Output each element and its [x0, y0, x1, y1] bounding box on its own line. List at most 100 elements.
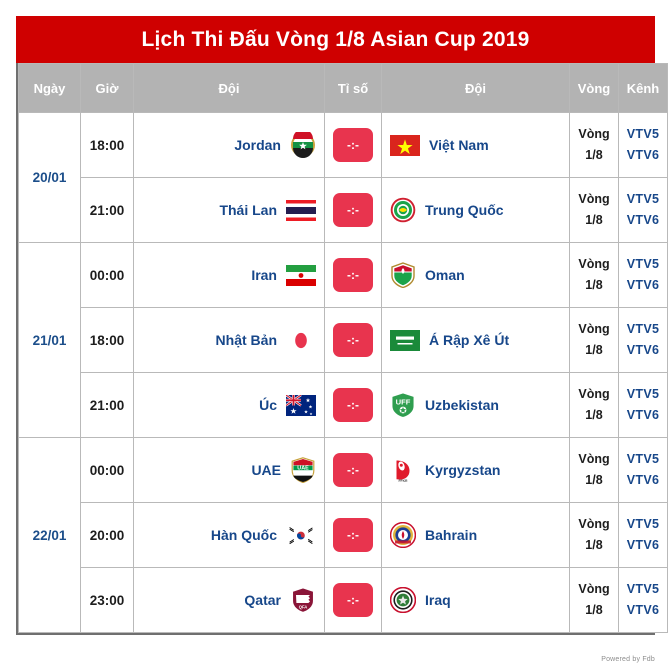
channel-cell[interactable]: VTV5 VTV6 — [618, 567, 668, 633]
channel-cell[interactable]: VTV5 VTV6 — [618, 242, 668, 308]
channel-secondary[interactable]: VTV6 — [626, 603, 660, 617]
channel-cell[interactable]: VTV5 VTV6 — [618, 502, 668, 568]
round-cell: Vòng 1/8 — [569, 502, 619, 568]
column-header-date: Ngày — [18, 63, 81, 113]
round-value: 1/8 — [585, 538, 603, 552]
round-value: 1/8 — [585, 473, 603, 487]
svg-text:UFF: UFF — [396, 397, 411, 406]
round-label: Vòng — [578, 257, 610, 271]
score-cell[interactable]: -:- — [324, 437, 382, 503]
away-team-cell[interactable]: Bahrain — [381, 502, 570, 568]
home-team-cell[interactable]: Jordan — [133, 112, 325, 178]
away-team-cell[interactable]: Trung Quốc — [381, 177, 570, 243]
away-team-cell[interactable]: UFF Uzbekistan — [381, 372, 570, 438]
score-cell[interactable]: -:- — [324, 372, 382, 438]
round-cell: Vòng 1/8 — [569, 112, 619, 178]
score-cell[interactable]: -:- — [324, 567, 382, 633]
column-header-away: Đội — [381, 63, 570, 113]
channel-primary[interactable]: VTV5 — [626, 127, 660, 141]
home-team-name: Iran — [251, 267, 277, 283]
round-label: Vòng — [578, 452, 610, 466]
column-header-time: Giờ — [80, 63, 134, 113]
channel-cell[interactable]: VTV5 VTV6 — [618, 372, 668, 438]
home-team-name: Jordan — [234, 137, 281, 153]
away-team-name: Bahrain — [425, 527, 478, 543]
table-row: 23:00 Qatar QFA -:- Iraq Vòng 1/8 VTV5 VTV6 — [19, 567, 668, 633]
channel-secondary[interactable]: VTV6 — [626, 538, 660, 552]
home-team-cell[interactable]: Thái Lan — [133, 177, 325, 243]
channel-primary[interactable]: VTV5 — [626, 517, 660, 531]
round-value: 1/8 — [585, 278, 603, 292]
score-cell[interactable]: -:- — [324, 112, 382, 178]
oman-crest-icon — [390, 262, 416, 288]
away-team-name: Việt Nam — [429, 137, 489, 153]
score-badge: -:- — [333, 453, 373, 487]
table-row: 20/01 18:00 Jordan -:- Việt Nam Vòng 1/8 VTV5 VT… — [18, 112, 668, 243]
away-team-cell[interactable]: FFKR Kyrgyzstan — [381, 437, 570, 503]
home-team-cell[interactable]: UAE UAE — [133, 437, 325, 503]
thailand-flag-icon — [286, 199, 316, 221]
away-team-name: Á Rập Xê Út — [429, 332, 510, 348]
home-team-cell[interactable]: Hàn Quốc — [133, 502, 325, 568]
schedule-frame: Ngày Giờ Đội Tỉ số Đội Vòng Kênh 20/01 18… — [16, 63, 668, 635]
australia-flag-icon — [286, 394, 316, 416]
home-team-name: Thái Lan — [219, 202, 277, 218]
away-team-cell[interactable]: Việt Nam — [381, 112, 570, 178]
channel-primary[interactable]: VTV5 — [626, 322, 660, 336]
round-value: 1/8 — [585, 603, 603, 617]
home-team-name: Nhật Bản — [215, 332, 277, 348]
channel-secondary[interactable]: VTV6 — [626, 473, 660, 487]
channel-secondary[interactable]: VTV6 — [626, 278, 660, 292]
channel-primary[interactable]: VTV5 — [626, 192, 660, 206]
score-cell[interactable]: -:- — [324, 307, 382, 373]
round-cell: Vòng 1/8 — [569, 567, 619, 633]
channel-cell[interactable]: VTV5 VTV6 — [618, 437, 668, 503]
round-label: Vòng — [578, 322, 610, 336]
away-team-name: Uzbekistan — [425, 397, 499, 413]
channel-secondary[interactable]: VTV6 — [626, 213, 660, 227]
svg-text:UAE: UAE — [297, 466, 309, 472]
home-team-cell[interactable]: Úc — [133, 372, 325, 438]
score-badge: -:- — [333, 518, 373, 552]
home-team-name: Hàn Quốc — [210, 527, 277, 543]
match-time: 23:00 — [80, 567, 134, 633]
away-team-cell[interactable]: Á Rập Xê Út — [381, 307, 570, 373]
round-label: Vòng — [578, 127, 610, 141]
kyrgyzstan-crest-icon: FFKR — [390, 457, 416, 483]
channel-cell[interactable]: VTV5 VTV6 — [618, 112, 668, 178]
channel-secondary[interactable]: VTV6 — [626, 148, 660, 162]
away-team-cell[interactable]: Iraq — [381, 567, 570, 633]
southkorea-flag-icon — [286, 524, 316, 546]
score-cell[interactable]: -:- — [324, 242, 382, 308]
table-body: 20/01 18:00 Jordan -:- Việt Nam Vòng 1/8 VTV5 VT… — [18, 112, 668, 633]
away-team-name: Iraq — [425, 592, 451, 608]
channel-secondary[interactable]: VTV6 — [626, 343, 660, 357]
jordan-crest-icon — [290, 132, 316, 158]
channel-primary[interactable]: VTV5 — [626, 452, 660, 466]
page-title: Lịch Thi Đấu Vòng 1/8 Asian Cup 2019 — [16, 16, 655, 63]
qatar-crest-icon: QFA — [290, 587, 316, 613]
schedule-table: Ngày Giờ Đội Tỉ số Đội Vòng Kênh 20/01 18… — [18, 63, 668, 633]
channel-cell[interactable]: VTV5 VTV6 — [618, 177, 668, 243]
table-row: 22/01 00:00 UAE UAE -:- FFKR Kyrgyzstan Vòng 1/8… — [18, 437, 668, 633]
away-team-cell[interactable]: Oman — [381, 242, 570, 308]
round-cell: Vòng 1/8 — [569, 242, 619, 308]
home-team-cell[interactable]: Qatar QFA — [133, 567, 325, 633]
channel-primary[interactable]: VTV5 — [626, 582, 660, 596]
table-row: 21/01 00:00 Iran -:- Oman Vòng 1/8 VTV5 VTV6 — [18, 242, 668, 438]
table-row: 20:00 Hàn Quốc -:- Bahrain Vòng 1/8 VTV5 VTV6 — [19, 502, 668, 568]
home-team-cell[interactable]: Iran — [133, 242, 325, 308]
channel-primary[interactable]: VTV5 — [626, 387, 660, 401]
channel-primary[interactable]: VTV5 — [626, 257, 660, 271]
score-cell[interactable]: -:- — [324, 502, 382, 568]
column-header-home: Đội — [133, 63, 325, 113]
channel-secondary[interactable]: VTV6 — [626, 408, 660, 422]
score-badge: -:- — [333, 323, 373, 357]
bahrain-crest-icon — [390, 522, 416, 548]
home-team-cell[interactable]: Nhật Bản — [133, 307, 325, 373]
round-label: Vòng — [578, 192, 610, 206]
channel-cell[interactable]: VTV5 VTV6 — [618, 307, 668, 373]
table-row: 21:00 Thái Lan -:- Trung Quốc Vòng 1/8 VTV5 VTV… — [19, 177, 668, 243]
score-cell[interactable]: -:- — [324, 177, 382, 243]
